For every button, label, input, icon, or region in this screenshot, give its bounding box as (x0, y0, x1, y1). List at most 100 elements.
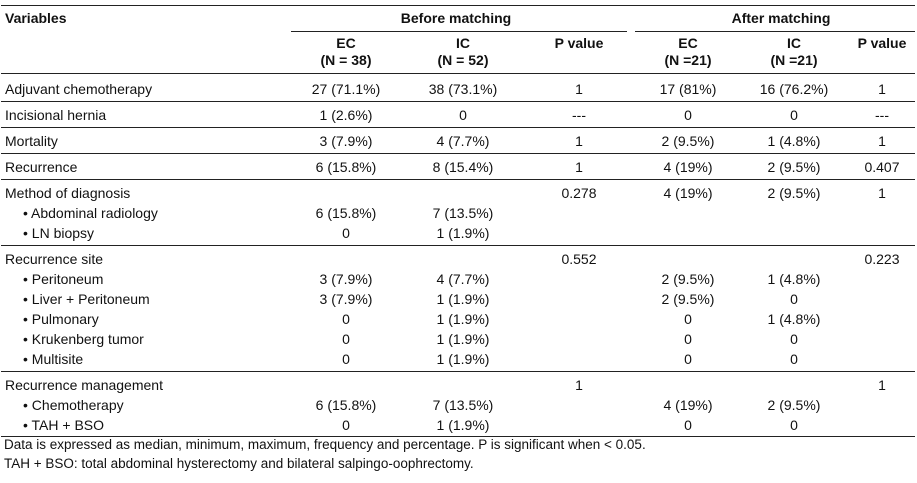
row-label: • LN biopsy (23, 225, 95, 241)
row-label: • Peritoneum (23, 271, 104, 287)
footnote-2: TAH + BSO: total abdominal hysterectomy … (4, 456, 474, 471)
cell-p2: 0.223 (864, 251, 900, 267)
row-label: Incisional hernia (5, 107, 107, 123)
header-before-matching: Before matching (400, 10, 512, 26)
cell-p2: 1 (878, 81, 886, 97)
cell-ec1: 0 (342, 331, 350, 347)
cell-p1: 0.278 (561, 185, 597, 201)
header-ic-before-n: (N = 52) (437, 52, 489, 68)
table-bottom-rule (1, 436, 915, 437)
row-label: • TAH + BSO (23, 417, 105, 433)
header-ec-before-n: (N = 38) (320, 52, 372, 68)
cell-ec1: 3 (7.9%) (319, 271, 373, 287)
header-after-matching: After matching (731, 10, 831, 26)
cell-ec1: 6 (15.8%) (315, 205, 377, 221)
cell-ec1: 0 (342, 311, 350, 327)
row-divider (1, 179, 915, 180)
cell-p1: 1 (575, 81, 583, 97)
cell-ec2: 4 (19%) (663, 397, 713, 413)
row-divider (1, 101, 915, 102)
row-label: Recurrence (5, 159, 78, 175)
cell-ic1: 1 (1.9%) (436, 291, 490, 307)
table-row: • TAH + BSO 0 1 (1.9%) 0 0 (1, 415, 915, 435)
cell-ic2: 16 (76.2%) (759, 81, 829, 97)
cell-ec1: 27 (71.1%) (311, 81, 381, 97)
cell-ic1: 7 (13.5%) (432, 205, 494, 221)
cell-ic1: 7 (13.5%) (432, 397, 494, 413)
cell-ic2: 0 (790, 107, 798, 123)
cell-ic1: 38 (73.1%) (428, 81, 498, 97)
cell-ic2: 0 (790, 331, 798, 347)
cell-ic2: 2 (9.5%) (767, 185, 821, 201)
row-label: • Krukenberg tumor (23, 331, 144, 347)
header-ic-after: IC (787, 35, 801, 51)
footnote-1: Data is expressed as median, minimum, ma… (4, 437, 646, 452)
cell-p1: 0.552 (561, 251, 597, 267)
cell-ic1: 1 (1.9%) (436, 417, 490, 433)
table-row: • Chemotherapy 6 (15.8%) 7 (13.5%) 4 (19%) 2… (1, 395, 915, 415)
row-divider (1, 153, 915, 154)
cell-ec2: 4 (19%) (663, 185, 713, 201)
header-row-groups: Variables Before matching After matching (1, 8, 915, 28)
cell-p1: 1 (575, 377, 583, 393)
cell-ic1: 1 (1.9%) (436, 225, 490, 241)
cell-ic2: 1 (4.8%) (767, 311, 821, 327)
row-divider (1, 371, 915, 372)
header-variables: Variables (5, 10, 67, 26)
table-row: Adjuvant chemotherapy 27 (71.1%) 38 (73.1%… (1, 79, 915, 99)
table-row: • LN biopsy 0 1 (1.9%) (1, 223, 915, 243)
table-row: Recurrence management 1 1 (1, 375, 915, 395)
table-row: Mortality 3 (7.9%) 4 (7.7%) 1 2 (9.5%) 1 (4.8… (1, 131, 915, 151)
cell-ic2: 0 (790, 417, 798, 433)
cell-ec1: 6 (15.8%) (315, 159, 377, 175)
table-row: • Pulmonary 0 1 (1.9%) 0 1 (4.8%) (1, 309, 915, 329)
cell-ic2: 1 (4.8%) (767, 133, 821, 149)
table-row: • Peritoneum 3 (7.9%) 4 (7.7%) 2 (9.5%) 1 (4… (1, 269, 915, 289)
row-label: Adjuvant chemotherapy (5, 81, 153, 97)
row-label: • Chemotherapy (23, 397, 124, 413)
cell-ec1: 3 (7.9%) (319, 291, 373, 307)
table-top-rule (1, 5, 915, 6)
row-label: Mortality (5, 133, 58, 149)
header-row-columns: EC (N = 38) IC (N = 52) P value EC (N =2… (1, 33, 915, 73)
row-label: Recurrence site (5, 251, 104, 267)
header-p-before: P value (554, 35, 604, 51)
row-label: • Liver + Peritoneum (23, 291, 150, 307)
table-row: Recurrence site 0.552 0.223 (1, 249, 915, 269)
table-row: • Multisite 0 1 (1.9%) 0 0 (1, 349, 915, 369)
cell-ec2: 0 (684, 331, 692, 347)
table-row: • Abdominal radiology 6 (15.8%) 7 (13.5%) (1, 203, 915, 223)
header-bottom-rule (1, 73, 915, 74)
header-ec-after: EC (678, 35, 698, 51)
row-divider (1, 245, 915, 246)
table-row: Incisional hernia 1 (2.6%) 0 --- 0 0 --- (1, 105, 915, 125)
table-row: Method of diagnosis 0.278 4 (19%) 2 (9.5%) 1 (1, 183, 915, 203)
table-row: • Liver + Peritoneum 3 (7.9%) 1 (1.9%) 2 (9… (1, 289, 915, 309)
cell-p2: --- (875, 107, 889, 123)
cell-ic2: 0 (790, 351, 798, 367)
cell-ic1: 1 (1.9%) (436, 351, 490, 367)
row-label: Method of diagnosis (5, 185, 131, 201)
row-label: • Pulmonary (23, 311, 99, 327)
cell-ec1: 6 (15.8%) (315, 397, 377, 413)
cell-ec2: 17 (81%) (659, 81, 717, 97)
cell-ec2: 2 (9.5%) (661, 291, 715, 307)
header-ic-before: IC (456, 35, 470, 51)
cell-ec1: 1 (2.6%) (319, 107, 373, 123)
table-row: • Krukenberg tumor 0 1 (1.9%) 0 0 (1, 329, 915, 349)
cell-ec1: 0 (342, 225, 350, 241)
cell-ec1: 3 (7.9%) (319, 133, 373, 149)
cell-ic1: 1 (1.9%) (436, 311, 490, 327)
cell-ic1: 0 (459, 107, 467, 123)
cell-ic2: 2 (9.5%) (767, 397, 821, 413)
cell-ec2: 0 (684, 107, 692, 123)
cell-ec2: 0 (684, 351, 692, 367)
cell-ic2: 1 (4.8%) (767, 271, 821, 287)
header-p-after: P value (857, 35, 907, 51)
cell-ec1: 0 (342, 417, 350, 433)
cell-p2: 1 (878, 133, 886, 149)
row-label: • Abdominal radiology (23, 205, 158, 221)
cell-ic1: 4 (7.7%) (436, 271, 490, 287)
cell-ec2: 2 (9.5%) (661, 271, 715, 287)
cell-p2: 0.407 (864, 159, 900, 175)
